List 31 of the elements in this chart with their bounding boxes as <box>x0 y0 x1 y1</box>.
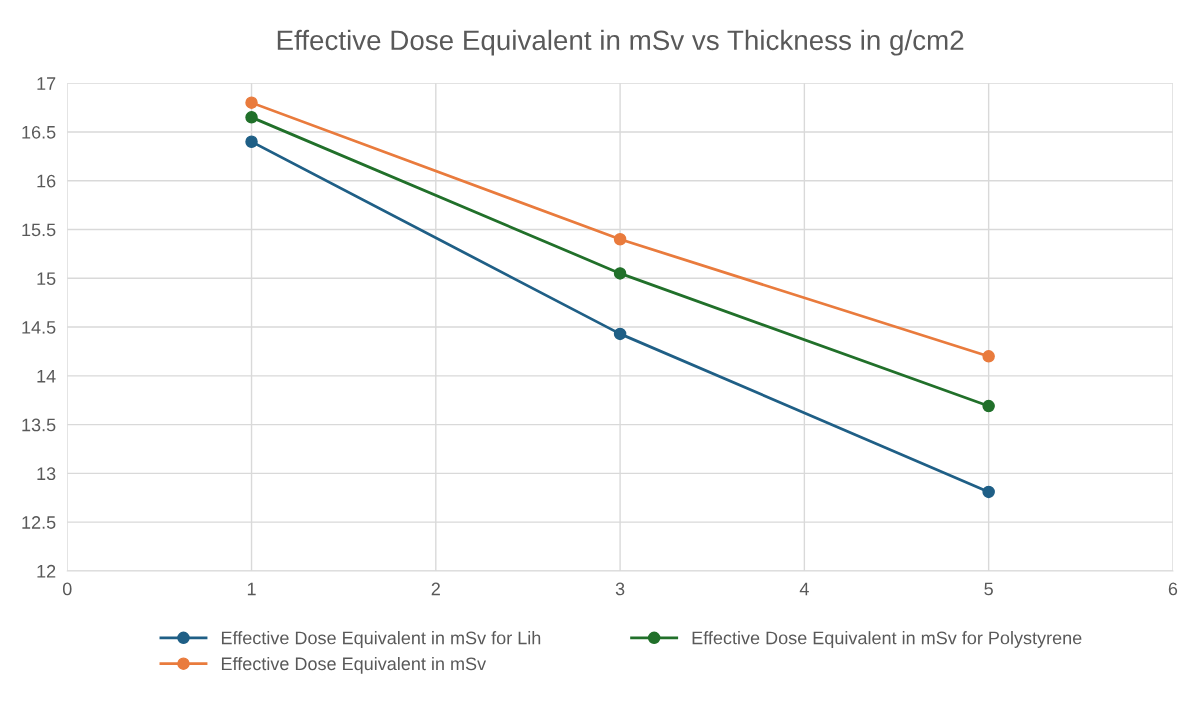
y-tick-label: 12.5 <box>22 516 56 529</box>
point <box>613 267 627 280</box>
point <box>245 96 258 109</box>
point <box>982 485 995 499</box>
y-tick-label: 17 <box>37 77 56 90</box>
point <box>245 111 258 124</box>
y-tick-label: 16.5 <box>22 125 56 139</box>
y-tick-label: 13.5 <box>22 418 56 432</box>
y-tick-label: 15.5 <box>22 223 56 237</box>
point <box>245 135 258 148</box>
x-tick-label: 2 <box>431 582 440 596</box>
point <box>613 233 627 246</box>
x-tick-label: 1 <box>247 582 256 596</box>
y-tick-label: 15 <box>37 272 56 286</box>
y-tick-label: 16 <box>37 174 56 188</box>
legend-label: Effective Dose Equivalent in mSv for Polystyrene <box>692 631 1082 648</box>
x-tick-label: 5 <box>984 582 993 596</box>
point <box>982 350 995 363</box>
y-tick-label: 12 <box>37 564 56 578</box>
x-tick-label: 3 <box>615 582 625 596</box>
y-tick-label: 14.5 <box>22 321 56 334</box>
x-tick-label: 6 <box>1168 582 1178 596</box>
y-tick-label: 13 <box>37 467 56 481</box>
x-tick-label: 4 <box>799 582 809 596</box>
y-tick-label: 14 <box>37 369 56 383</box>
legend-label: Effective Dose Equivalent in mSv <box>221 656 487 674</box>
point <box>982 399 995 413</box>
chart-title: Effective Dose Equivalent in mSv vs Thickness in g/cm2 <box>277 29 964 56</box>
point <box>613 327 627 341</box>
legend-label: Effective Dose Equivalent in mSv for Lih <box>221 631 541 648</box>
x-tick-label: 0 <box>62 582 72 596</box>
